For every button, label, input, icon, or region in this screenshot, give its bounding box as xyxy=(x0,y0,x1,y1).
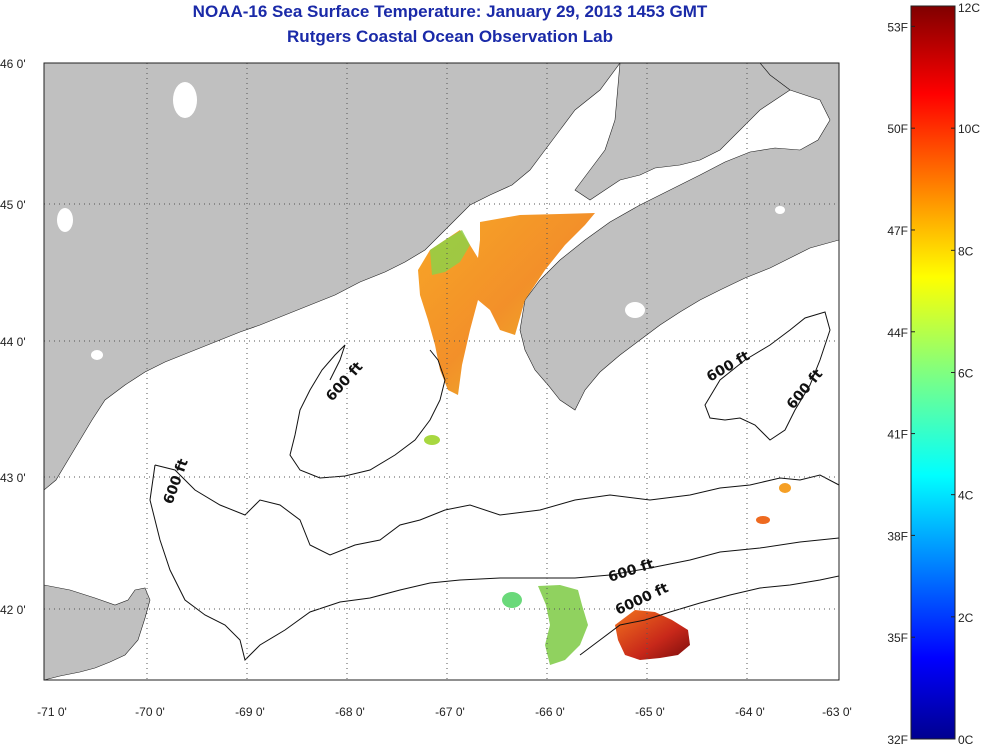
sst-patch-fundy-green xyxy=(430,230,470,275)
lon-tick-label: -69 0' xyxy=(235,705,265,719)
lat-tick-label: 44 0' xyxy=(0,335,26,349)
contour-600ft-east xyxy=(704,311,831,441)
lake xyxy=(775,206,785,214)
land-fundy-north xyxy=(574,63,791,201)
lat-tick-label: 45 0' xyxy=(0,198,26,212)
lon-tick-label: -68 0' xyxy=(335,705,365,719)
lake xyxy=(625,302,645,318)
lake xyxy=(57,208,73,232)
map-subtitle: Rutgers Coastal Ocean Observation Lab xyxy=(287,27,613,46)
lon-axis: -71 0' -70 0' -69 0' -68 0' -67 0' -66 0… xyxy=(37,705,852,719)
lake xyxy=(91,350,103,360)
sst-patch xyxy=(502,592,522,608)
lon-tick-label: -63 0' xyxy=(822,705,852,719)
lat-tick-label: 46 0' xyxy=(0,57,26,71)
lake xyxy=(173,82,197,118)
lon-tick-label: -71 0' xyxy=(37,705,67,719)
sst-patch-georges xyxy=(538,585,588,665)
sst-patch xyxy=(779,483,791,493)
contour-600ft-shelf xyxy=(149,464,839,661)
land-nova-scotia xyxy=(519,63,839,411)
lat-tick-label: 42 0' xyxy=(0,603,26,617)
sst-patch xyxy=(424,435,440,445)
map-title: NOAA-16 Sea Surface Temperature: January… xyxy=(192,2,708,21)
map-frame xyxy=(43,62,840,681)
contour-600ft-north xyxy=(289,344,446,479)
lat-axis: 46 0' 45 0' 44 0' 43 0' 42 0' xyxy=(0,57,26,617)
lon-tick-label: -64 0' xyxy=(735,705,765,719)
contour-600ft-gulf xyxy=(154,464,839,556)
sst-patch-fundy xyxy=(418,213,595,395)
lat-tick-label: 43 0' xyxy=(0,471,26,485)
land-maine-new-brunswick xyxy=(44,63,621,491)
land-cape-cod xyxy=(44,584,151,680)
lon-tick-label: -66 0' xyxy=(535,705,565,719)
lon-tick-label: -67 0' xyxy=(435,705,465,719)
contour-6000ft xyxy=(579,575,839,656)
sst-patch xyxy=(756,516,770,524)
lon-tick-label: -65 0' xyxy=(635,705,665,719)
lon-tick-label: -70 0' xyxy=(135,705,165,719)
